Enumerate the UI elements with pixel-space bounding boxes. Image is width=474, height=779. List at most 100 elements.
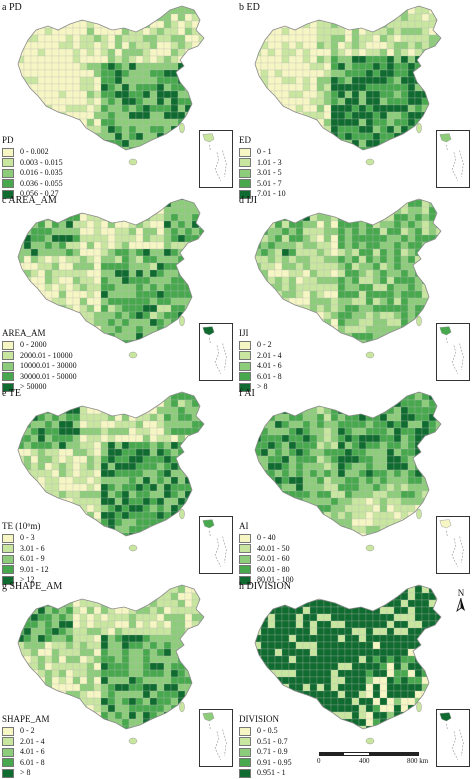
county-cell [65,525,74,534]
county-cell [372,283,381,292]
county-cell [191,718,200,727]
county-cell [302,427,311,436]
county-cell [191,283,200,292]
county-cell [86,248,95,257]
county-cell [379,6,388,15]
county-cell [351,490,360,499]
county-cell [128,41,137,50]
county-cell [58,718,67,727]
county-cell [58,83,67,92]
county-cell [206,600,213,607]
county-cell [44,234,53,243]
county-cell [323,325,332,334]
county-cell [163,648,172,657]
county-cell [23,392,32,401]
county-cell [72,90,81,99]
county-cell [177,234,186,243]
county-cell [44,227,53,236]
county-cell [156,283,165,292]
county-cell [44,697,53,706]
county-cell [100,255,109,264]
county-cell [316,276,325,285]
county-cell [365,227,374,236]
county-cell [393,146,402,150]
county-cell [267,13,276,22]
county-cell [107,648,116,657]
county-cell [428,262,437,271]
county-cell [338,154,345,161]
county-cell [421,213,430,222]
county-cell [65,669,74,678]
county-cell [44,118,53,127]
county-cell [59,540,66,547]
county-cell [65,511,74,520]
county-cell [421,504,430,513]
county-cell [163,27,172,36]
county-cell [121,620,130,629]
county-cell [44,634,53,643]
county-cell [59,733,66,740]
county-cell [18,118,25,127]
county-cell [267,511,276,520]
county-cell [316,213,325,222]
county-cell [267,248,276,257]
county-cell [114,620,123,629]
county-cell [428,13,437,22]
county-cell [393,497,402,506]
county-cell [184,27,193,36]
county-cell [351,6,360,15]
county-cell [170,469,179,478]
county-cell [135,592,144,601]
county-cell [379,111,388,120]
county-cell [30,592,39,601]
county-cell [121,697,130,706]
county-cell [79,339,88,343]
county-cell [316,146,325,150]
county-cell [274,269,283,278]
county-cell [93,6,102,8]
county-cell [44,392,53,394]
county-cell [191,476,200,485]
county-cell [274,434,283,443]
county-cell [247,319,254,326]
county-cell [23,634,32,643]
county-cell [93,420,102,429]
county-cell [177,683,186,692]
county-cell [443,14,450,21]
county-cell [170,497,179,506]
county-cell [170,441,179,450]
county-cell [72,104,81,113]
county-cell [260,392,269,401]
county-cell [142,332,151,341]
county-cell [93,234,102,243]
county-cell [192,733,199,740]
island-hainan [128,544,138,552]
county-cell [114,690,123,699]
county-cell [407,139,416,148]
county-cell [128,276,137,285]
county-cell [65,627,74,636]
county-cell [79,48,88,57]
legend-area-am: AREA_AM 0 - 2000 2000.01 - 10000 10000.0… [2,328,77,393]
county-cell [379,132,388,141]
county-cell [379,118,388,127]
county-cell [10,600,17,607]
legend-title: IJI [239,328,249,338]
county-cell [428,97,437,106]
county-cell [351,476,360,485]
county-cell [65,276,74,285]
county-cell [386,290,395,299]
county-cell [107,311,116,320]
county-cell [86,83,95,92]
county-cell [170,290,179,299]
county-cell [72,606,81,615]
county-cell [198,199,204,208]
county-cell [184,220,193,229]
county-cell [365,241,374,250]
county-cell [163,13,172,22]
county-cell [114,213,123,222]
county-cell [323,332,332,341]
county-cell [107,304,116,313]
county-cell [295,6,304,15]
county-cell [337,532,346,536]
